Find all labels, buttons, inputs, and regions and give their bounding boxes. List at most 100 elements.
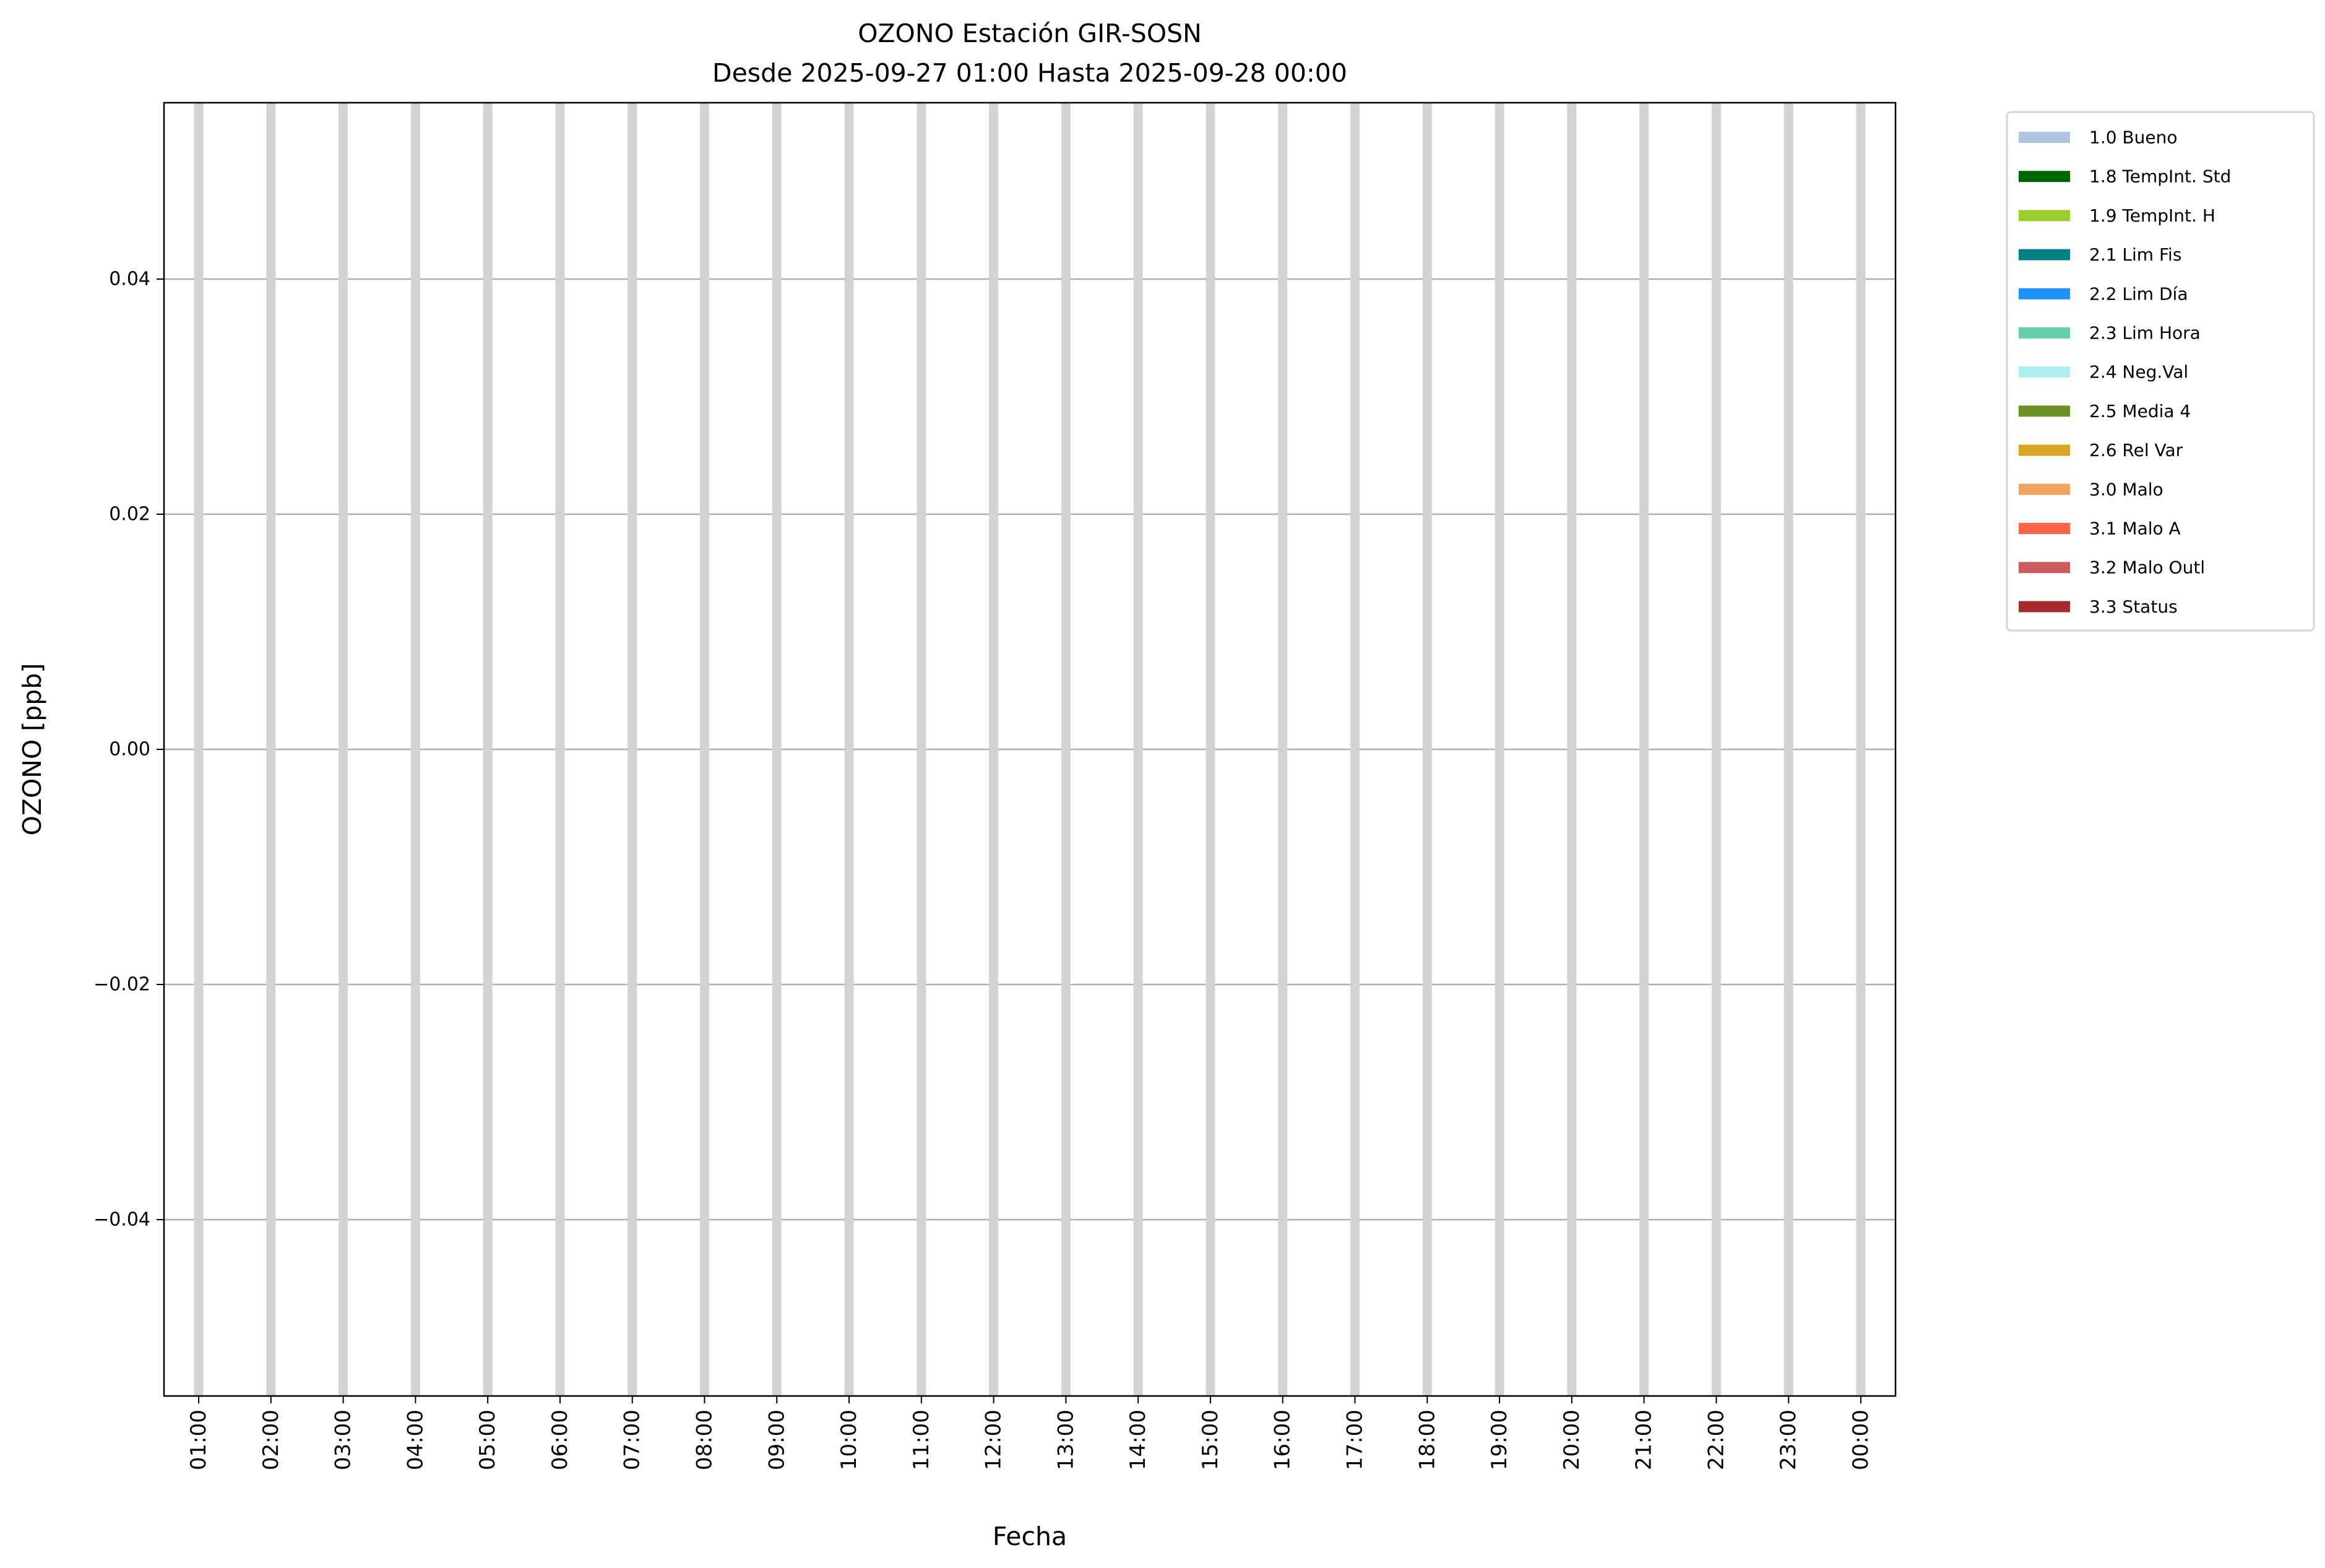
bar-23:00 xyxy=(1784,103,1793,1396)
bar-02:00 xyxy=(266,103,276,1396)
bar-17:00 xyxy=(1350,103,1360,1396)
legend-swatch xyxy=(2019,366,2070,378)
legend-item: 1.8 TempInt. Std xyxy=(2019,166,2231,187)
x-tick-label: 23:00 xyxy=(1776,1410,1801,1470)
x-tick-label: 17:00 xyxy=(1343,1410,1368,1470)
y-tick-label: 0.04 xyxy=(109,269,150,290)
legend-item: 3.3 Status xyxy=(2019,597,2178,617)
legend-label: 2.5 Media 4 xyxy=(2089,401,2191,421)
legend-swatch xyxy=(2019,483,2070,495)
bar-12:00 xyxy=(989,103,999,1396)
y-tick-label: −0.02 xyxy=(93,974,150,996)
legend-swatch xyxy=(2019,405,2070,417)
legend-label: 3.2 Malo Outl xyxy=(2089,558,2205,578)
legend-label: 2.3 Lim Hora xyxy=(2089,323,2201,343)
bar-15:00 xyxy=(1206,103,1215,1396)
legend: 1.0 Bueno 1.8 TempInt. Std 1.9 TempInt. H 2… xyxy=(2006,111,2315,632)
x-tick-label: 22:00 xyxy=(1704,1410,1728,1470)
legend-item: 2.2 Lim Día xyxy=(2019,283,2188,304)
legend-item: 1.0 Bueno xyxy=(2019,127,2178,148)
legend-swatch xyxy=(2019,288,2070,299)
legend-item: 2.3 Lim Hora xyxy=(2019,323,2201,343)
y-tick-label: 0.02 xyxy=(109,504,150,525)
legend-swatch xyxy=(2019,523,2070,534)
legend-swatch xyxy=(2019,171,2070,183)
legend-swatch xyxy=(2019,601,2070,613)
bar-01:00 xyxy=(194,103,204,1396)
x-tick-label: 00:00 xyxy=(1848,1410,1873,1470)
chart-title: OZONO Estación GIR-SOSN xyxy=(858,19,1202,48)
x-tick-label: 12:00 xyxy=(981,1410,1006,1470)
bar-22:00 xyxy=(1711,103,1721,1396)
bar-03:00 xyxy=(339,103,348,1396)
legend-swatch xyxy=(2019,562,2070,574)
x-axis: 01:00 02:00 03:00 04:00 05:00 06:00 07:00 08:00… xyxy=(186,1396,1873,1470)
legend-swatch xyxy=(2019,210,2070,222)
x-tick-label: 11:00 xyxy=(909,1410,934,1470)
x-tick-label: 07:00 xyxy=(620,1410,645,1470)
x-tick-label: 10:00 xyxy=(837,1410,861,1470)
bar-07:00 xyxy=(628,103,637,1396)
legend-label: 2.2 Lim Día xyxy=(2089,283,2188,304)
bar-13:00 xyxy=(1061,103,1071,1396)
legend-swatch xyxy=(2019,327,2070,338)
legend-label: 2.1 Lim Fis xyxy=(2089,244,2181,265)
x-tick-label: 19:00 xyxy=(1487,1410,1512,1470)
x-tick-label: 01:00 xyxy=(186,1410,211,1470)
legend-item: 2.1 Lim Fis xyxy=(2019,244,2181,265)
x-axis-label: Fecha xyxy=(993,1522,1067,1551)
legend-frame xyxy=(2006,111,2315,632)
x-tick-label: 05:00 xyxy=(475,1410,500,1470)
legend-label: 3.3 Status xyxy=(2089,597,2178,617)
chart-subtitle: Desde 2025-09-27 01:00 Hasta 2025-09-28 … xyxy=(712,58,1347,88)
legend-swatch xyxy=(2019,249,2070,261)
bar-04:00 xyxy=(410,103,420,1396)
x-tick-label: 20:00 xyxy=(1559,1410,1584,1470)
legend-item: 3.0 Malo xyxy=(2019,479,2163,499)
y-axis-label: OZONO [ppb] xyxy=(17,663,47,836)
bar-09:00 xyxy=(772,103,782,1396)
y-tick-label: −0.04 xyxy=(93,1209,150,1231)
legend-label: 1.9 TempInt. H xyxy=(2089,205,2215,226)
x-tick-label: 14:00 xyxy=(1126,1410,1150,1470)
x-tick-label: 09:00 xyxy=(764,1410,789,1470)
x-tick-label: 02:00 xyxy=(259,1410,283,1470)
x-tick-label: 21:00 xyxy=(1632,1410,1657,1470)
legend-item: 3.2 Malo Outl xyxy=(2019,558,2205,578)
legend-item: 2.6 Rel Var xyxy=(2019,440,2183,460)
x-tick-label: 15:00 xyxy=(1198,1410,1223,1470)
legend-label: 3.0 Malo xyxy=(2089,479,2163,499)
x-tick-label: 04:00 xyxy=(403,1410,428,1470)
y-tick-label: 0.00 xyxy=(109,739,150,760)
bar-05:00 xyxy=(483,103,493,1396)
legend-swatch xyxy=(2019,132,2070,143)
legend-label: 1.0 Bueno xyxy=(2089,127,2178,148)
x-tick-label: 08:00 xyxy=(692,1410,717,1470)
bar-16:00 xyxy=(1278,103,1288,1396)
x-tick-label: 13:00 xyxy=(1053,1410,1078,1470)
bar-19:00 xyxy=(1495,103,1504,1396)
legend-item: 2.4 Neg.Val xyxy=(2019,362,2188,382)
legend-label: 2.4 Neg.Val xyxy=(2089,362,2188,382)
y-axis: −0.04 −0.02 0.00 0.02 0.04 xyxy=(93,269,164,1231)
legend-label: 1.8 TempInt. Std xyxy=(2089,166,2231,187)
x-tick-label: 03:00 xyxy=(331,1410,356,1470)
bar-06:00 xyxy=(555,103,565,1396)
x-tick-label: 18:00 xyxy=(1415,1410,1439,1470)
legend-item: 3.1 Malo A xyxy=(2019,519,2181,539)
x-tick-label: 16:00 xyxy=(1270,1410,1295,1470)
bar-18:00 xyxy=(1422,103,1432,1396)
bar-10:00 xyxy=(844,103,854,1396)
bar-08:00 xyxy=(699,103,709,1396)
legend-swatch xyxy=(2019,444,2070,456)
bar-21:00 xyxy=(1639,103,1649,1396)
bar-20:00 xyxy=(1567,103,1577,1396)
bar-14:00 xyxy=(1133,103,1143,1396)
bars xyxy=(194,103,1866,1396)
bar-11:00 xyxy=(917,103,926,1396)
legend-item: 1.9 TempInt. H xyxy=(2019,205,2215,226)
legend-label: 3.1 Malo A xyxy=(2089,519,2181,539)
bar-00:00 xyxy=(1856,103,1866,1396)
